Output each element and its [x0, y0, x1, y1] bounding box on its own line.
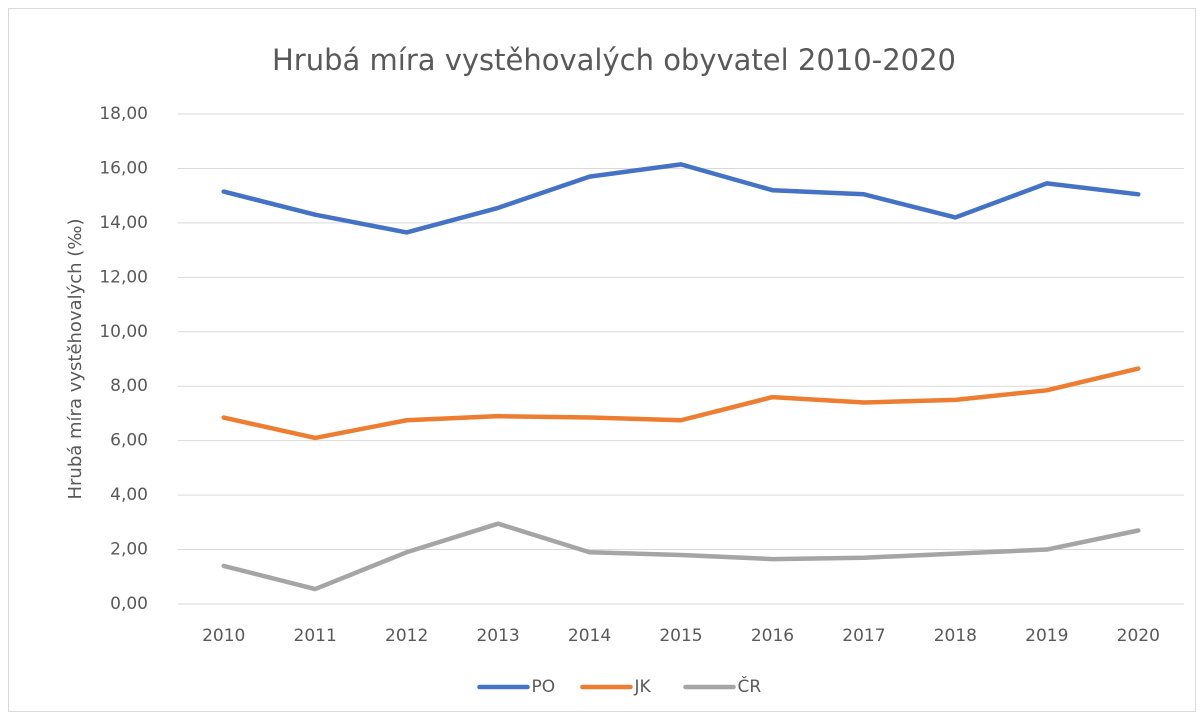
y-tick-label: 8,00	[110, 376, 148, 396]
x-tick-label: 2014	[568, 626, 611, 646]
x-tick-label: 2017	[842, 626, 885, 646]
y-tick-label: 16,00	[99, 158, 148, 178]
y-tick-label: 4,00	[110, 485, 148, 505]
chart-frame	[8, 8, 1196, 712]
legend-label: ČR	[738, 675, 762, 697]
x-tick-label: 2019	[1025, 626, 1068, 646]
x-tick-label: 2013	[476, 626, 519, 646]
y-tick-label: 12,00	[99, 267, 148, 287]
x-tick-label: 2015	[659, 626, 702, 646]
x-tick-label: 2018	[934, 626, 977, 646]
y-axis-title: Hrubá míra vystěhovalých (‰)	[65, 218, 86, 499]
x-tick-label: 2012	[385, 626, 428, 646]
x-tick-label: 2016	[751, 626, 794, 646]
y-tick-label: 14,00	[99, 213, 148, 233]
y-tick-label: 2,00	[110, 540, 148, 560]
legend-label: JK	[634, 677, 652, 697]
chart-title: Hrubá míra vystěhovalých obyvatel 2010-2…	[272, 43, 956, 77]
legend-label: PO	[532, 677, 556, 697]
y-tick-label: 0,00	[110, 594, 148, 614]
series-line	[221, 521, 1141, 592]
y-tick-label: 10,00	[99, 322, 148, 342]
series-line	[221, 162, 1141, 235]
y-tick-label: 6,00	[110, 431, 148, 451]
x-tick-label: 2020	[1117, 626, 1160, 646]
y-tick-label: 18,00	[99, 104, 148, 124]
x-tick-label: 2011	[294, 626, 337, 646]
x-tick-label: 2010	[202, 626, 245, 646]
series-line	[221, 366, 1141, 441]
